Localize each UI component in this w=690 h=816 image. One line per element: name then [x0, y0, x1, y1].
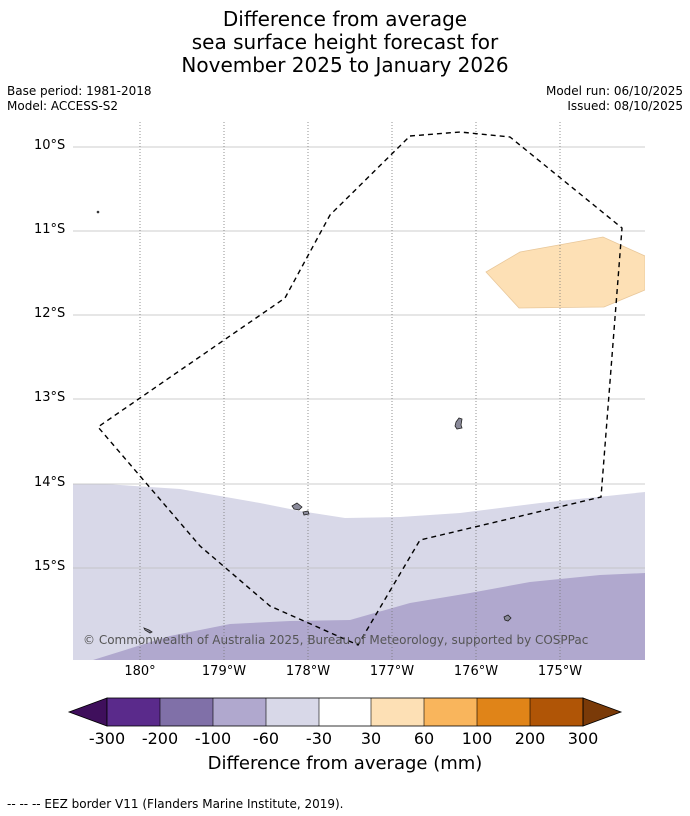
colorbar-extend-low [67, 697, 108, 727]
colorbar-extend-high [582, 697, 623, 727]
model-run: Model run: 06/10/2025 [545, 84, 683, 98]
lon-label-178w: 178°W [285, 664, 331, 679]
colorbar-tick-label: -200 [141, 729, 179, 748]
anomaly-region-light-orange [485, 236, 645, 309]
colorbar-outline [106, 697, 584, 727]
lon-label-180: 180° [124, 664, 156, 679]
colorbar-bin-2 [160, 698, 213, 726]
anomaly-region-medium-purple [93, 573, 645, 660]
island-3 [302, 510, 310, 516]
title-line-3: November 2025 to January 2026 [181, 53, 509, 77]
colorbar [67, 697, 623, 727]
map-title: Difference from average sea surface heig… [0, 8, 690, 77]
island-2 [291, 502, 303, 511]
colorbar-tick-label: 200 [514, 729, 546, 748]
lon-label-176w: 176°W [453, 664, 499, 679]
island-1 [454, 417, 463, 430]
meta-left: Base period: 1981-2018 Model: ACCESS-S2 [7, 84, 152, 114]
colorbar-tick-label: 300 [567, 729, 599, 748]
colorbar-bin-8 [477, 698, 530, 726]
colorbar-bin-9 [530, 698, 583, 726]
title-line-2: sea surface height forecast for [191, 30, 499, 54]
colorbar-dividers [159, 698, 531, 726]
lat-label-15s: 15°S [34, 559, 66, 574]
lat-label-13s: 13°S [34, 390, 66, 405]
colorbar-tick-label: -30 [305, 729, 333, 748]
lat-label-12s: 12°S [34, 306, 66, 321]
colorbar-tick-label: 30 [360, 729, 382, 748]
colorbar-bin-1 [107, 698, 160, 726]
copyright-notice: © Commonwealth of Australia 2025, Bureau… [83, 633, 589, 647]
island-4 [503, 614, 512, 622]
lon-label-175w: 175°W [537, 664, 583, 679]
base-period: Base period: 1981-2018 [7, 84, 152, 98]
island-6 [96, 210, 100, 214]
colorbar-tick-label: 100 [461, 729, 493, 748]
issued-date: Issued: 08/10/2025 [567, 99, 683, 113]
colorbar-tick-label: -300 [88, 729, 126, 748]
colorbar-bin-4 [266, 698, 319, 726]
lon-label-179w: 179°W [201, 664, 247, 679]
eez-footnote: -- -- -- EEZ border V11 (Flanders Marine… [7, 797, 344, 811]
colorbar-bin-6 [371, 698, 424, 726]
colorbar-tick-label: -60 [252, 729, 280, 748]
lat-label-11s: 11°S [34, 222, 66, 237]
model-name: Model: ACCESS-S2 [7, 99, 119, 113]
colorbar-bin-3 [213, 698, 266, 726]
colorbar-bin-5 [319, 698, 371, 726]
lat-label-14s: 14°S [34, 475, 66, 490]
island-5 [143, 627, 153, 634]
latitude-gridlines [73, 146, 645, 569]
meta-right: Model run: 06/10/2025 Issued: 08/10/2025 [546, 84, 683, 114]
title-line-1: Difference from average [222, 7, 468, 31]
colorbar-title: Difference from average (mm) [207, 753, 483, 774]
lat-label-10s: 10°S [34, 138, 66, 153]
lon-label-177w: 177°W [369, 664, 415, 679]
colorbar-bin-7 [424, 698, 477, 726]
islands [96, 210, 512, 634]
colorbar-tick-label: 60 [413, 729, 435, 748]
map-area [73, 122, 645, 660]
colorbar-tick-label: -100 [194, 729, 232, 748]
eez-border [96, 131, 623, 646]
